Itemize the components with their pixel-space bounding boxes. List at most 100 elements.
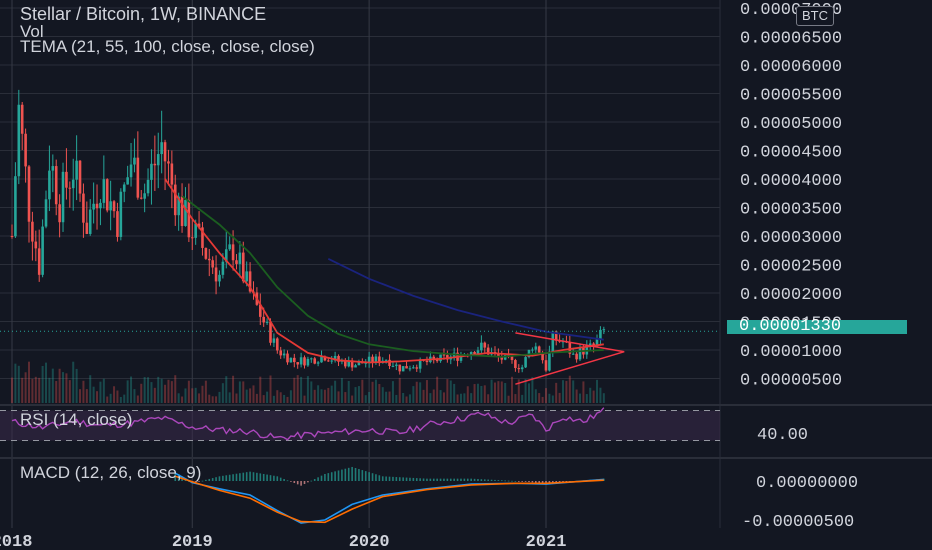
macd-histogram-bar: [565, 481, 568, 482]
candle-body: [354, 365, 357, 368]
volume-bar: [79, 389, 82, 403]
candle-body: [520, 367, 524, 370]
macd-histogram-bar: [381, 476, 384, 481]
volume-bar: [208, 394, 211, 403]
candle-body: [303, 357, 306, 366]
price-axis[interactable]: 0.000005000.000010000.000015000.00002000…: [740, 1, 858, 532]
rsi-pane: [0, 407, 720, 441]
macd-histogram-bar: [273, 475, 275, 481]
macd-histogram-bar: [208, 478, 211, 481]
volume-bar: [143, 377, 146, 403]
time-axis[interactable]: 2018 2019 2020 2021: [0, 533, 566, 550]
macd-histogram-bar: [276, 476, 279, 481]
volume-bar: [306, 376, 309, 403]
price-tick-label: 0.00004000: [740, 172, 842, 191]
macd-histogram-bar: [385, 476, 387, 481]
volume-bar: [545, 388, 547, 403]
candle-body: [571, 353, 575, 355]
volume-bar: [140, 383, 143, 403]
volume-bar: [565, 380, 568, 403]
volume-bar: [266, 391, 269, 403]
macd-histogram-bar: [405, 477, 408, 481]
candle-body: [435, 358, 439, 362]
currency-badge[interactable]: BTC: [796, 6, 834, 26]
candle-body: [262, 316, 265, 323]
macd-histogram-bar: [358, 469, 360, 481]
candle-body: [65, 171, 68, 188]
macd-histogram-bar: [558, 481, 561, 483]
volume-bar: [473, 384, 476, 403]
candle-body: [187, 199, 191, 238]
candle-body: [483, 342, 487, 348]
macd-histogram-bar: [215, 477, 217, 481]
volume-bar: [504, 382, 507, 403]
candle-body: [344, 360, 347, 367]
volume-bar: [313, 389, 316, 403]
price-tick-label: 0.00002000: [740, 286, 842, 305]
volume-bar: [514, 394, 517, 403]
candle-body: [575, 353, 578, 360]
rsi-legend[interactable]: RSI (14, close): [20, 410, 133, 429]
volume-bar: [408, 394, 411, 403]
volume-bar: [596, 379, 599, 403]
volume-bar: [48, 377, 51, 403]
price-tick-label: 0.00003000: [740, 229, 842, 248]
macd-histogram-bar: [470, 478, 472, 481]
candle-body: [524, 357, 527, 368]
tema-legend[interactable]: TEMA (21, 55, 100, close, close, close): [20, 37, 315, 56]
volume-bar: [456, 394, 459, 403]
candle-body: [14, 176, 17, 237]
candle-body: [486, 347, 490, 355]
macd-histogram-bar: [211, 478, 214, 481]
volume-bar: [449, 380, 452, 403]
candle-body: [24, 133, 27, 167]
volume-bar: [368, 391, 371, 403]
volume-bar: [579, 393, 582, 403]
candle-body: [54, 166, 58, 205]
volume-bar: [490, 379, 493, 403]
candle-body: [337, 355, 340, 362]
time-tick-label: 2018: [0, 533, 32, 550]
volume-bar: [106, 396, 109, 403]
macd-histogram-bar: [531, 481, 534, 483]
candle-body: [160, 142, 163, 155]
volume-bar: [279, 392, 282, 403]
volume-bar: [344, 392, 347, 403]
candle-body: [497, 353, 500, 357]
candle-body: [248, 271, 252, 292]
volume-bar: [170, 381, 173, 403]
candle-body: [197, 223, 201, 228]
volume-bar: [429, 393, 432, 403]
volume-bar: [432, 389, 435, 403]
volume-bar: [487, 394, 490, 403]
candle-body: [595, 338, 599, 347]
candle-body: [432, 356, 436, 359]
time-tick-label: 2021: [526, 533, 567, 550]
time-tick-label: 2019: [172, 533, 213, 550]
candle-body: [173, 184, 177, 216]
macd-histogram-bar: [439, 478, 442, 481]
candle-body: [357, 361, 361, 366]
macd-histogram-bar: [487, 479, 489, 481]
macd-legend[interactable]: MACD (12, 26, close, 9): [20, 463, 202, 482]
macd-histogram-bar: [201, 480, 204, 482]
candlesticks: [10, 89, 606, 375]
candle-body: [347, 360, 351, 367]
volume-bar: [303, 395, 306, 403]
volume-bar: [364, 395, 367, 403]
candle-body: [241, 252, 245, 282]
macd-histogram-bar: [460, 478, 462, 481]
volume-bar: [534, 389, 537, 403]
candle-body: [282, 353, 286, 356]
volume-bar: [398, 377, 401, 403]
symbol-title[interactable]: Stellar / Bitcoin, 1W, BINANCE: [20, 4, 267, 24]
volume-bar: [558, 392, 561, 403]
volume-bar: [361, 379, 364, 403]
volume-bar: [17, 365, 20, 403]
volume-legend[interactable]: Vol: [20, 22, 44, 41]
volume-bar: [337, 391, 340, 403]
volume-bar: [92, 386, 95, 403]
candle-body: [163, 142, 167, 162]
macd-histogram-bar: [228, 474, 231, 481]
